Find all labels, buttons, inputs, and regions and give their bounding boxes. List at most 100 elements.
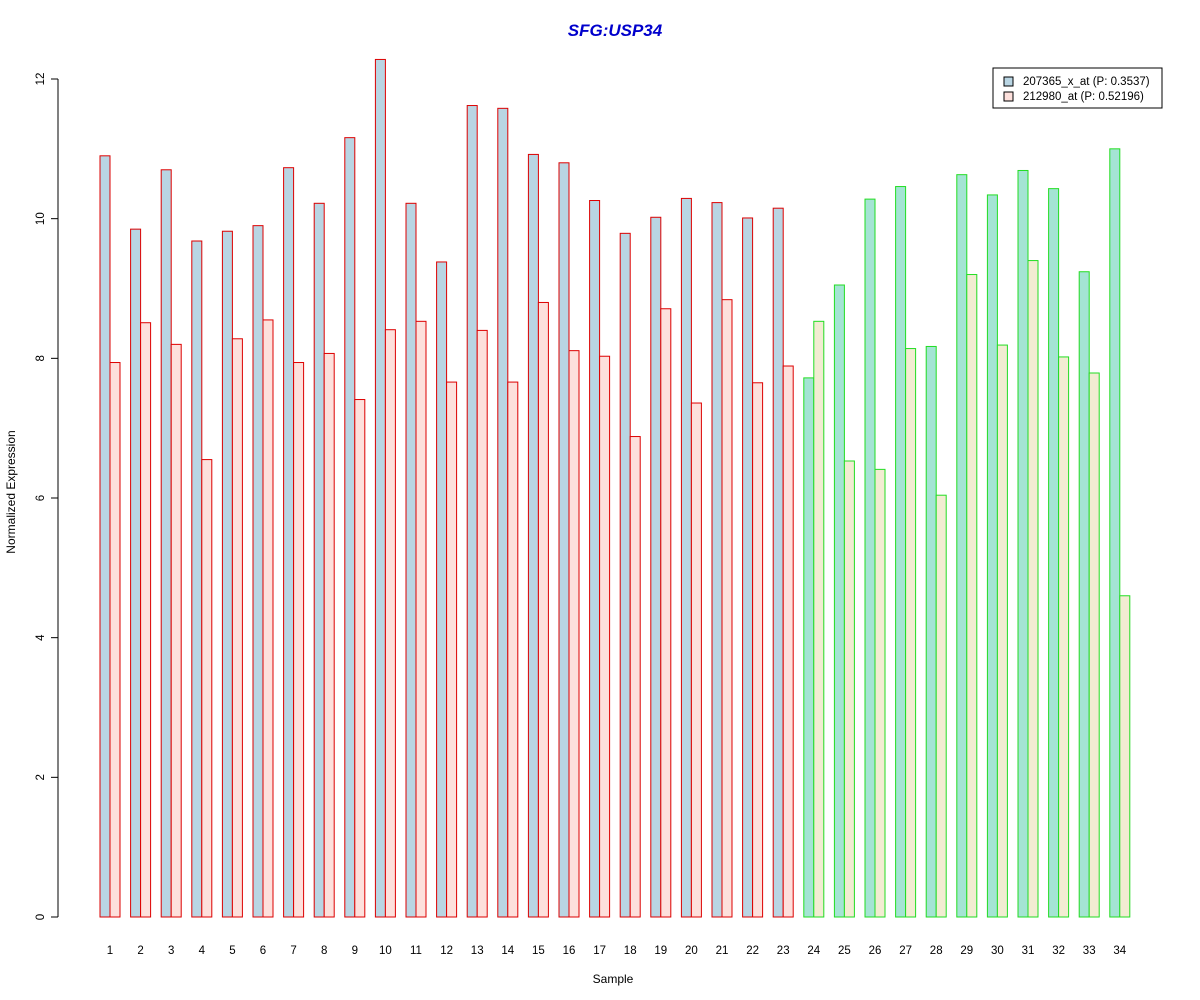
bar-212980_at-sample-30 [996, 344, 1008, 918]
y-tick-label: 4 [35, 634, 47, 641]
bar-212980_at-sample-13 [476, 329, 488, 918]
x-ticks: 1 2 3 4 5 6 7 8 9 10 11 12 13 14 15 16 17 18 19 20 21 22 23 24 2… [107, 945, 1127, 957]
x-axis-label: Sample [593, 972, 634, 986]
x-tick-label: 19 [654, 945, 667, 957]
bar-207365_x_at-sample-21 [711, 202, 723, 918]
x-tick-label: 13 [471, 945, 484, 957]
x-tick-label: 1 [107, 945, 113, 957]
bar-212980_at-sample-2 [140, 322, 152, 918]
bars [99, 58, 1131, 918]
x-tick-label: 9 [352, 945, 358, 957]
x-tick-label: 30 [991, 945, 1004, 957]
x-tick-label: 32 [1052, 945, 1065, 957]
bar-212980_at-sample-12 [446, 381, 458, 918]
bar-212980_at-sample-9 [354, 399, 366, 918]
y-tick-label: 8 [35, 355, 47, 361]
bar-207365_x_at-sample-30 [986, 194, 998, 918]
legend: 207365_x_at (P: 0.3537) 212980_at (P: 0.… [992, 67, 1163, 109]
x-tick-label: 26 [869, 945, 882, 957]
bar-207365_x_at-sample-2 [130, 228, 142, 918]
bar-212980_at-sample-23 [782, 365, 794, 918]
legend-box [992, 67, 1163, 109]
bar-207365_x_at-sample-15 [527, 153, 539, 918]
legend-label-207365_x_at: 207365_x_at (P: 0.3537) [1023, 76, 1150, 88]
x-tick-label: 17 [593, 945, 606, 957]
bar-207365_x_at-sample-19 [650, 216, 662, 918]
x-tick-label: 33 [1083, 945, 1096, 957]
y-axis: 0 2 4 6 8 10 12 [35, 73, 59, 920]
bar-212980_at-sample-3 [170, 343, 182, 918]
bar-212980_at-sample-7 [293, 362, 305, 918]
bar-212980_at-sample-18 [629, 436, 641, 918]
x-tick-label: 2 [137, 945, 143, 957]
bar-212980_at-sample-8 [323, 352, 335, 918]
bar-207365_x_at-sample-32 [1048, 188, 1060, 918]
y-tick-label: 6 [35, 495, 47, 501]
x-tick-label: 24 [807, 945, 820, 957]
bar-207365_x_at-sample-33 [1078, 271, 1090, 918]
x-tick-label: 3 [168, 945, 174, 957]
bar-207365_x_at-sample-4 [191, 240, 203, 918]
x-tick-label: 34 [1113, 945, 1126, 957]
bar-207365_x_at-sample-25 [833, 284, 845, 918]
bar-212980_at-sample-21 [721, 299, 733, 918]
chart-title: SFG:USP34 [568, 21, 663, 40]
bar-212980_at-sample-32 [1058, 356, 1070, 918]
legend-label-212980_at: 212980_at (P: 0.52196) [1023, 91, 1144, 103]
bar-212980_at-sample-34 [1119, 595, 1131, 918]
bar-207365_x_at-sample-24 [803, 377, 815, 918]
bar-207365_x_at-sample-18 [619, 232, 631, 918]
x-tick-label: 8 [321, 945, 327, 957]
y-tick-label: 12 [35, 73, 47, 86]
x-tick-label: 29 [960, 945, 973, 957]
x-tick-label: 28 [930, 945, 943, 957]
bar-212980_at-sample-25 [843, 460, 855, 918]
bar-212980_at-sample-26 [874, 468, 886, 918]
x-tick-label: 27 [899, 945, 912, 957]
y-tick-label: 10 [35, 212, 47, 225]
bar-207365_x_at-sample-27 [895, 186, 907, 918]
bar-207365_x_at-sample-8 [313, 202, 325, 918]
x-tick-label: 12 [440, 945, 453, 957]
x-tick-label: 31 [1022, 945, 1035, 957]
x-tick-label: 4 [199, 945, 206, 957]
bar-207365_x_at-sample-26 [864, 198, 876, 918]
bar-212980_at-sample-24 [813, 320, 825, 918]
x-tick-label: 20 [685, 945, 698, 957]
bar-212980_at-sample-16 [568, 350, 580, 918]
bar-212980_at-sample-19 [660, 308, 672, 918]
x-tick-label: 11 [410, 945, 422, 957]
x-tick-label: 18 [624, 945, 637, 957]
bar-207365_x_at-sample-13 [466, 105, 478, 918]
x-tick-label: 16 [563, 945, 576, 957]
x-tick-label: 21 [716, 945, 729, 957]
bar-207365_x_at-sample-28 [925, 345, 937, 918]
bar-212980_at-sample-31 [1027, 260, 1039, 918]
bar-212980_at-sample-29 [966, 274, 978, 918]
bar-212980_at-sample-22 [752, 382, 764, 918]
y-tick-label: 2 [35, 774, 47, 780]
bar-207365_x_at-sample-10 [374, 58, 386, 918]
bar-212980_at-sample-4 [201, 459, 213, 918]
bar-212980_at-sample-10 [384, 329, 396, 918]
bar-207365_x_at-sample-20 [680, 197, 692, 918]
bar-212980_at-sample-14 [507, 381, 519, 918]
bar-207365_x_at-sample-1 [99, 155, 111, 918]
x-tick-label: 5 [229, 945, 235, 957]
bar-212980_at-sample-20 [690, 402, 702, 918]
legend-swatch-212980_at [1003, 91, 1014, 102]
x-tick-label: 22 [746, 945, 759, 957]
y-axis-label: Normalized Expression [4, 430, 18, 553]
bar-212980_at-sample-5 [231, 338, 243, 918]
bar-212980_at-sample-17 [599, 355, 611, 918]
bar-207365_x_at-sample-23 [772, 207, 784, 918]
bar-207365_x_at-sample-11 [405, 202, 417, 918]
x-tick-label: 25 [838, 945, 851, 957]
bar-207365_x_at-sample-14 [497, 107, 509, 918]
bar-212980_at-sample-33 [1088, 372, 1100, 918]
x-tick-label: 7 [290, 945, 296, 957]
x-tick-label: 10 [379, 945, 392, 957]
bar-207365_x_at-sample-31 [1017, 169, 1029, 918]
legend-swatch-207365_x_at [1003, 76, 1014, 87]
